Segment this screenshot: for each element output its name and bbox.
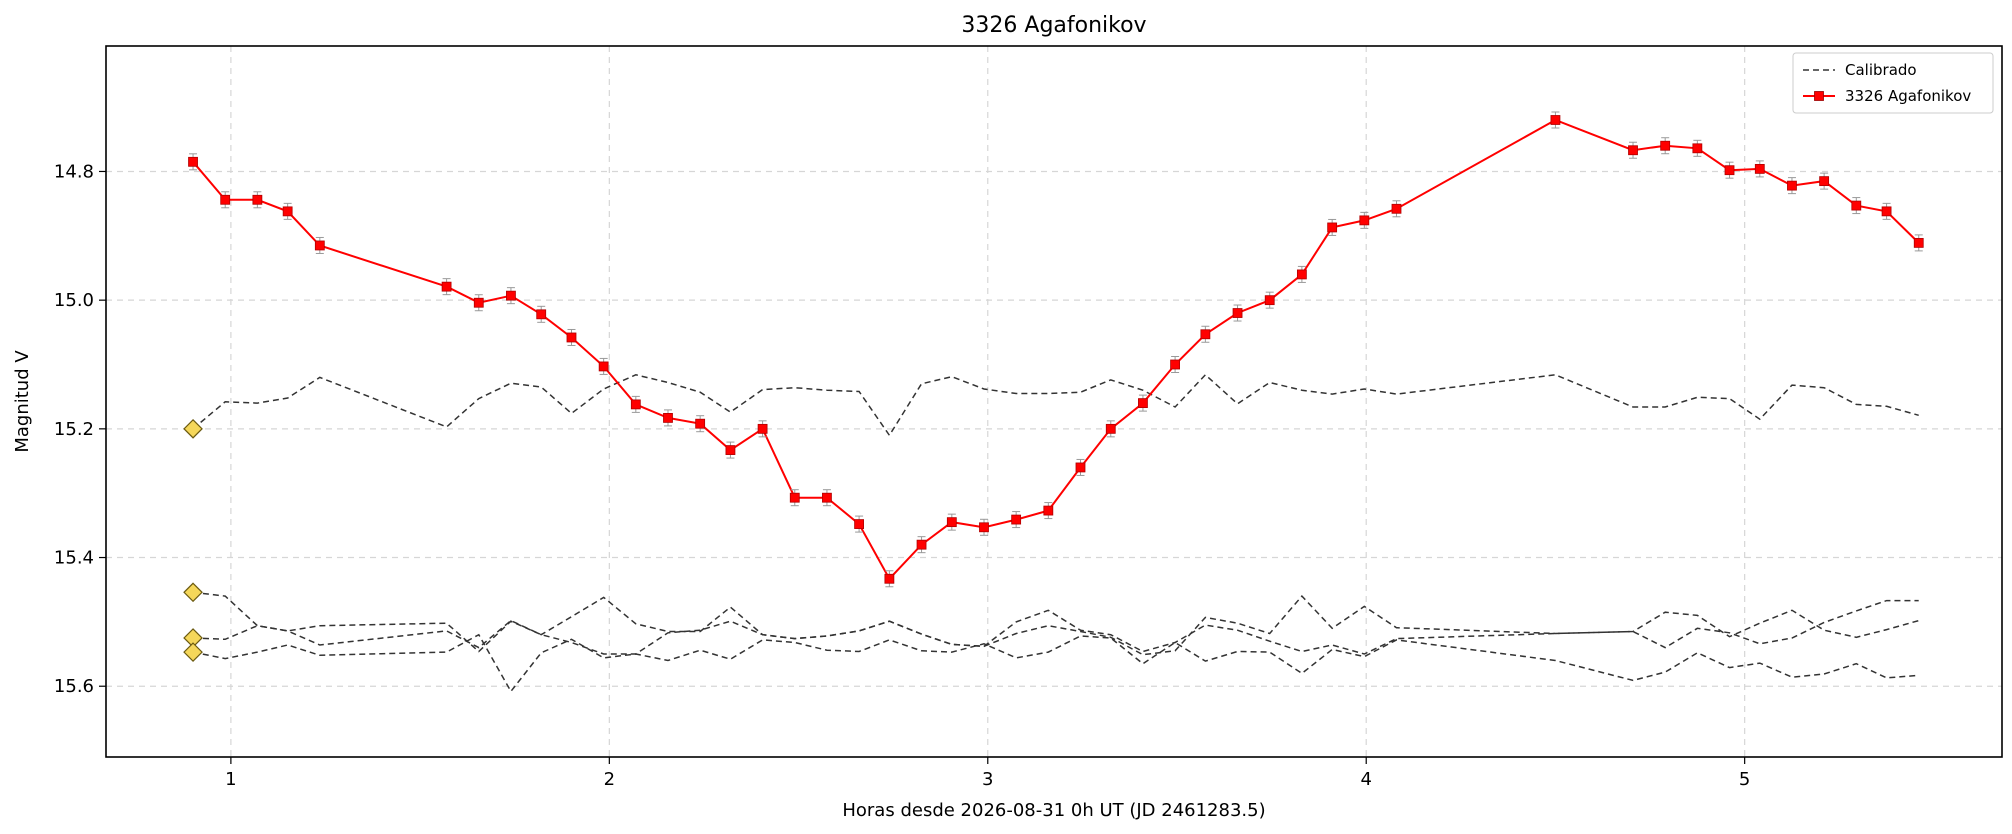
y-axis-label: Magnitud V [12,350,33,453]
target-point [1232,308,1243,318]
target-series-layer [188,111,1924,588]
target-point [1011,514,1022,525]
diamond-marker-layer [183,418,203,662]
target-point [1724,165,1735,176]
legend: Calibrado 3326 Agafonikov [1792,52,1994,114]
target-point [566,332,577,343]
target-point [1296,269,1307,280]
target-series-line [192,118,1920,581]
grid-layer [106,46,2002,757]
y-tick-label: 14.8 [54,161,94,182]
target-point [1327,222,1338,233]
target-point [1819,176,1830,187]
target-point [252,194,263,205]
x-tick-label: 4 [1360,769,1371,790]
target-point [1550,115,1561,125]
target-point [757,423,768,434]
target-point [282,206,293,217]
plot-frame [105,45,2003,758]
target-point [822,492,832,503]
target-point [1851,200,1862,211]
target-point [946,517,957,528]
target-point [979,522,989,533]
target-point [1787,180,1797,191]
y-tick-label: 15.2 [54,419,94,440]
target-point [789,492,800,503]
x-axis-label: Horas desde 2026-08-31 0h UT (JD 2461283… [842,800,1265,821]
calibrated-series-line [192,609,1919,655]
calibrated-series-line [192,591,1919,656]
target-point [1754,163,1765,174]
target-point [598,361,609,372]
legend-box [1792,52,1994,114]
y-tick-layer: 14.8 15.0 15.2 15.4 15.6 [54,161,106,697]
target-point [854,519,865,529]
x-tick-layer: 1 2 3 4 5 [225,757,1750,790]
legend-marker-target [1814,91,1824,101]
target-point [1359,215,1370,226]
calibrated-series-line [192,633,1919,693]
target-point [1660,140,1671,151]
target-point [506,290,516,301]
target-point [630,399,641,410]
calibrated-series-layer [192,373,1919,693]
target-point [441,281,452,292]
target-point [1043,505,1054,516]
reference-diamond [183,582,203,603]
target-point [188,156,198,167]
legend-label-calibrado: Calibrado [1845,61,1917,79]
target-point [1913,237,1924,248]
target-point [695,418,706,429]
target-point [1138,398,1148,409]
target-point [536,309,547,320]
x-tick-label: 1 [225,769,236,790]
target-point [663,413,673,423]
target-point [1264,295,1275,306]
x-tick-label: 3 [982,769,993,790]
target-point [1105,423,1116,434]
calibrated-series-line [192,373,1919,437]
target-point [1628,145,1638,156]
chart-title: 3326 Agafonikov [961,13,1146,38]
reference-diamond [183,642,203,662]
target-point [884,573,895,584]
target-point [220,194,231,205]
target-point [1692,143,1703,154]
target-point [1075,462,1086,473]
target-point [473,297,484,308]
y-tick-label: 15.0 [54,290,94,311]
target-point [725,445,736,455]
y-tick-label: 15.4 [54,548,94,569]
target-point [1170,359,1181,370]
target-point [1391,203,1402,214]
target-point [314,240,325,251]
target-point [1200,329,1211,340]
target-point [1881,206,1892,217]
x-tick-label: 5 [1739,769,1750,790]
legend-label-target: 3326 Agafonikov [1845,87,1971,105]
y-tick-label: 15.6 [54,676,94,697]
x-tick-label: 2 [604,769,615,790]
reference-diamond [183,418,203,439]
target-point [916,539,927,550]
